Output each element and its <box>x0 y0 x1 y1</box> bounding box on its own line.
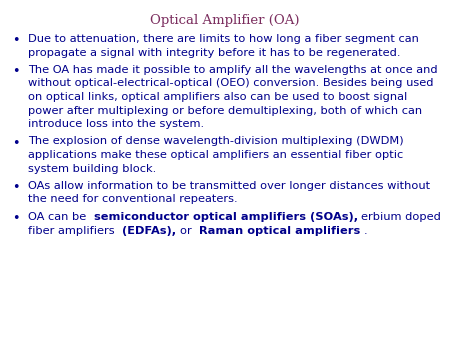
Text: or: or <box>180 225 195 236</box>
Text: erbium doped: erbium doped <box>361 212 441 222</box>
Text: semiconductor optical amplifiers (SOAs),: semiconductor optical amplifiers (SOAs), <box>94 212 358 222</box>
Text: •: • <box>12 181 19 194</box>
Text: without optical-electrical-optical (OEO) conversion. Besides being used: without optical-electrical-optical (OEO)… <box>28 78 433 89</box>
Text: •: • <box>12 212 19 225</box>
Text: •: • <box>12 65 19 78</box>
Text: propagate a signal with integrity before it has to be regenerated.: propagate a signal with integrity before… <box>28 48 400 57</box>
Text: on optical links, optical amplifiers also can be used to boost signal: on optical links, optical amplifiers als… <box>28 92 407 102</box>
Text: OAs allow information to be transmitted over longer distances without: OAs allow information to be transmitted … <box>28 181 430 191</box>
Text: system building block.: system building block. <box>28 164 156 173</box>
Text: .: . <box>364 225 367 236</box>
Text: (EDFAs),: (EDFAs), <box>122 225 176 236</box>
Text: •: • <box>12 34 19 47</box>
Text: the need for conventional repeaters.: the need for conventional repeaters. <box>28 194 238 204</box>
Text: •: • <box>12 137 19 149</box>
Text: fiber amplifiers: fiber amplifiers <box>28 225 118 236</box>
Text: power after multiplexing or before demultiplexing, both of which can: power after multiplexing or before demul… <box>28 105 422 116</box>
Text: Due to attenuation, there are limits to how long a fiber segment can: Due to attenuation, there are limits to … <box>28 34 419 44</box>
Text: OA can be: OA can be <box>28 212 90 222</box>
Text: introduce loss into the system.: introduce loss into the system. <box>28 119 204 129</box>
Text: The OA has made it possible to amplify all the wavelengths at once and: The OA has made it possible to amplify a… <box>28 65 437 75</box>
Text: Optical Amplifier (OA): Optical Amplifier (OA) <box>150 14 300 27</box>
Text: The explosion of dense wavelength-division multiplexing (DWDM): The explosion of dense wavelength-divisi… <box>28 137 404 146</box>
Text: Raman optical amplifiers: Raman optical amplifiers <box>198 225 360 236</box>
Text: applications make these optical amplifiers an essential fiber optic: applications make these optical amplifie… <box>28 150 403 160</box>
